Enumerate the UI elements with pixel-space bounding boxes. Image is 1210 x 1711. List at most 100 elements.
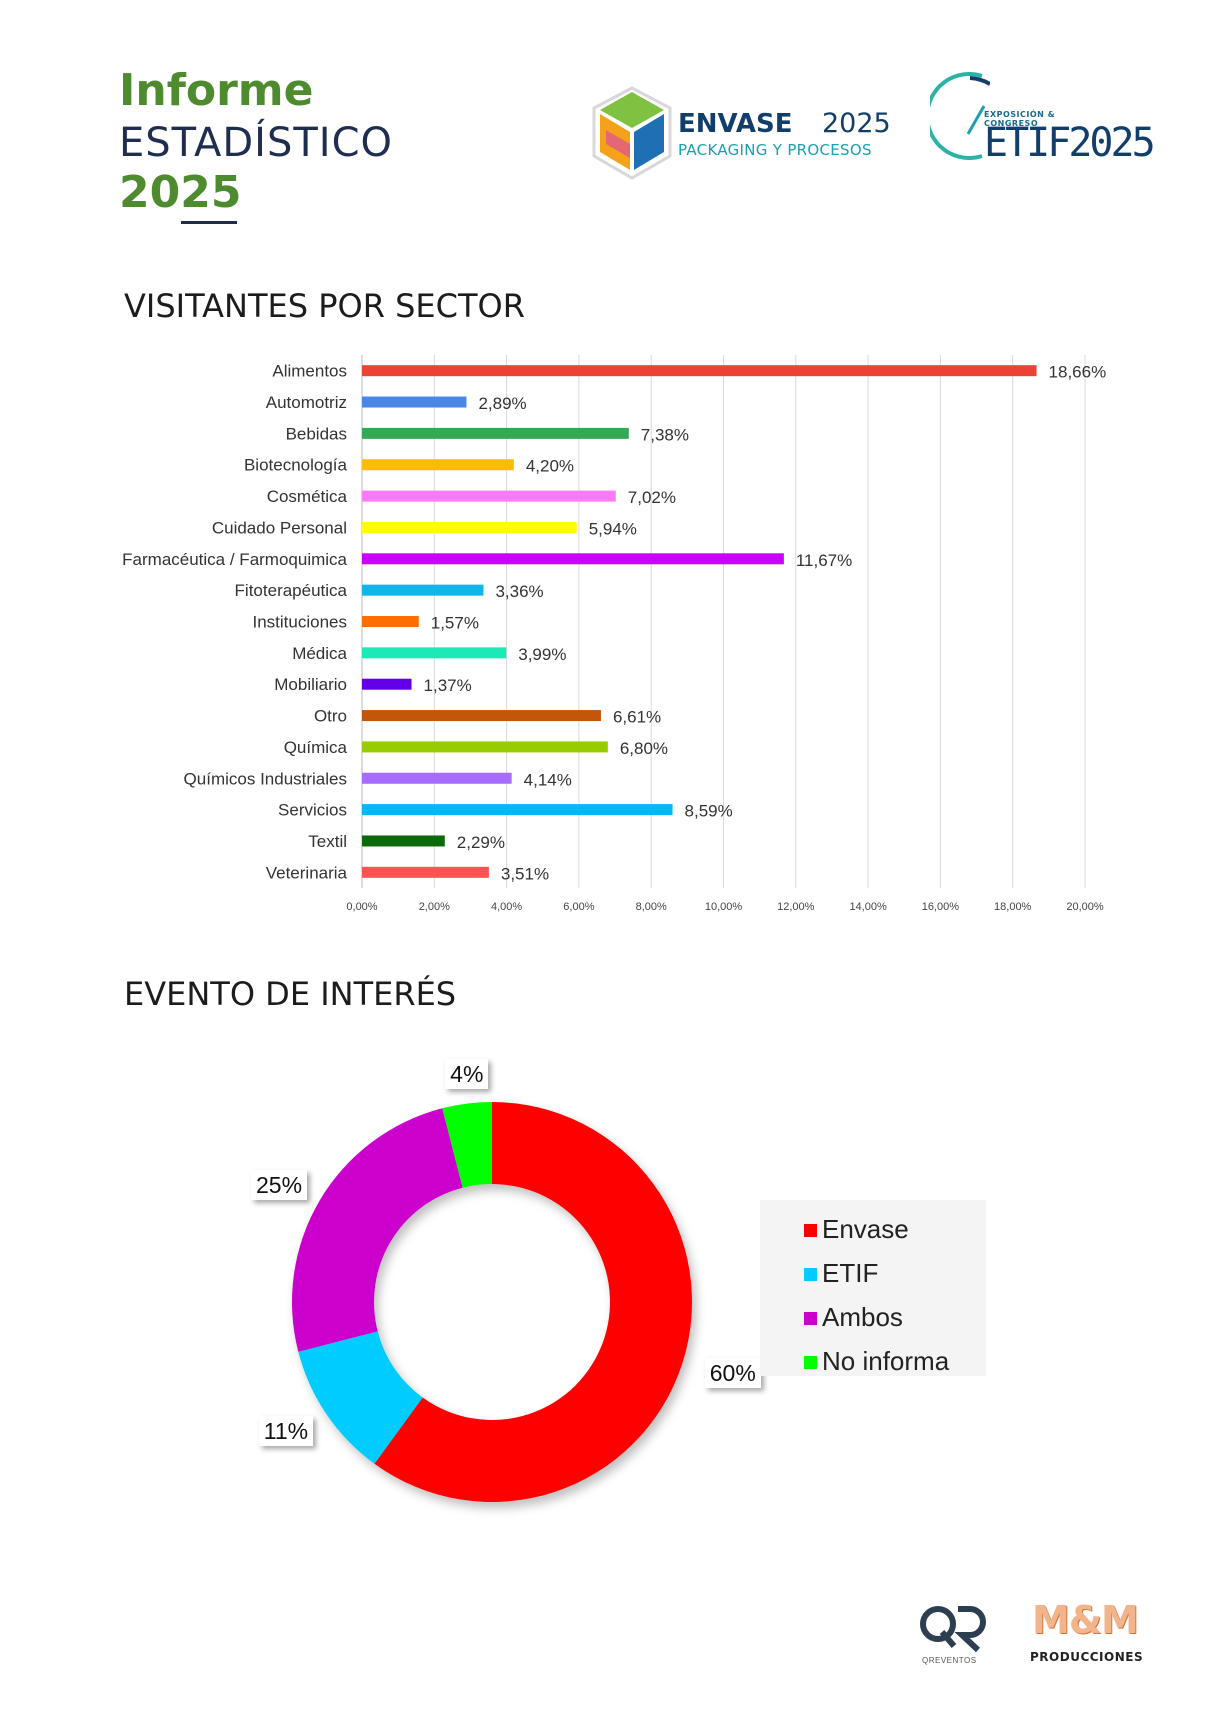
- category-label: Veterinaria: [266, 863, 348, 882]
- category-label: Biotecnología: [244, 456, 348, 475]
- sector-bar-chart: Alimentos Automotriz Bebidas Biotecnología C…: [122, 355, 1107, 913]
- value-label: 4,14%: [524, 770, 572, 789]
- value-label: 3,99%: [518, 645, 566, 664]
- bar: [362, 521, 577, 533]
- category-label: Servicios: [278, 801, 347, 820]
- qr-logo-icon: [920, 1606, 986, 1653]
- qreventos-logo: QREVENTOS: [918, 1600, 992, 1670]
- value-label: 4,20%: [526, 457, 574, 476]
- envase-subtitle: PACKAGING Y PROCESOS: [678, 141, 872, 159]
- value-label: 3,36%: [495, 582, 543, 601]
- value-label: 6,61%: [613, 708, 661, 727]
- value-label: 8,59%: [685, 802, 733, 821]
- envase-logo: ENVASE 2025 PACKAGING Y PROCESOS: [590, 84, 910, 184]
- report-title-line1: Informe: [119, 65, 314, 116]
- category-label: Médica: [292, 644, 347, 663]
- etif-word: ETIF2025: [984, 120, 1156, 166]
- donut-percent-label: 4%: [445, 1058, 489, 1089]
- value-label: 5,94%: [589, 519, 637, 538]
- category-label: Químicos Industriales: [184, 769, 347, 788]
- value-label: 2,89%: [478, 394, 526, 413]
- category-label: Cosmética: [267, 487, 348, 506]
- envase-cube-icon: [592, 86, 672, 180]
- envase-word: ENVASE: [678, 109, 793, 139]
- legend-label: Ambos: [822, 1302, 903, 1332]
- sector-section-title: VISITANTES POR SECTOR: [124, 287, 525, 325]
- event-section-title: EVENTO DE INTERÉS: [124, 975, 457, 1013]
- value-label: 3,51%: [501, 864, 549, 883]
- value-label: 2,29%: [457, 833, 505, 852]
- bar: [362, 427, 629, 439]
- legend-swatch: [804, 1268, 817, 1281]
- bar-chart-categories: Alimentos Automotriz Bebidas Biotecnología C…: [122, 362, 347, 883]
- donut-percent-label: 25%: [251, 1169, 308, 1200]
- category-label: Automotriz: [266, 393, 347, 412]
- legend-label: No informa: [822, 1346, 950, 1376]
- bar-chart-value-labels: 18,66% 2,89% 7,38% 4,20% 7,02% 5,94% 11,67% 3,3…: [424, 363, 1107, 884]
- category-label: Textil: [308, 832, 347, 851]
- category-label: Otro: [314, 707, 347, 726]
- bar: [362, 804, 673, 816]
- bar: [362, 647, 507, 659]
- value-label: 7,02%: [628, 488, 676, 507]
- value-label: 11,67%: [796, 551, 852, 570]
- bar: [362, 772, 512, 784]
- category-label: Cuidado Personal: [212, 518, 347, 537]
- bar: [362, 710, 601, 722]
- value-label: 1,37%: [424, 676, 472, 695]
- x-tick-label: 20,00%: [1066, 901, 1104, 913]
- mm-word: M&M: [1032, 1598, 1139, 1642]
- bar: [362, 396, 467, 408]
- category-label: Mobiliario: [274, 675, 347, 694]
- qreventos-caption: QREVENTOS: [922, 1656, 977, 1665]
- legend-label: ETIF: [822, 1258, 879, 1288]
- x-tick-label: 2,00%: [419, 901, 450, 913]
- title-underline: [181, 221, 237, 224]
- bar: [362, 365, 1037, 377]
- donut-slices: [291, 1102, 693, 1502]
- bar-chart-x-ticks: 0,00% 2,00% 4,00% 6,00% 8,00% 10,00% 12,00% 14,…: [346, 901, 1103, 913]
- donut-percent-label: 11%: [258, 1416, 314, 1447]
- x-tick-label: 8,00%: [636, 901, 667, 913]
- etif-subtitle: EXPOSICIÓN & CONGRESO: [984, 110, 1056, 128]
- category-label: Bebidas: [286, 424, 347, 443]
- etif-arc-icon: [930, 72, 990, 160]
- legend-swatch: [804, 1356, 817, 1369]
- x-tick-label: 0,00%: [346, 901, 377, 913]
- donut-legend: Envase ETIF Ambos No informa: [760, 1200, 986, 1376]
- x-tick-label: 10,00%: [705, 901, 743, 913]
- etif-logo: EXPOSICIÓN & CONGRESO ETIF2025: [930, 68, 1156, 168]
- report-title-line2: ESTADÍSTICO: [119, 120, 393, 166]
- bar: [362, 678, 412, 690]
- value-label: 1,57%: [431, 614, 479, 633]
- bar: [362, 584, 484, 596]
- donut-percent-label: 60%: [704, 1358, 761, 1389]
- x-tick-label: 16,00%: [922, 901, 960, 913]
- bar-chart-grid: [361, 355, 1086, 888]
- bar: [362, 459, 514, 471]
- bar: [362, 490, 616, 502]
- bar: [362, 866, 489, 878]
- category-label: Farmacéutica / Farmoquimica: [122, 550, 347, 569]
- bar: [362, 553, 784, 565]
- report-title-year: 2025: [119, 167, 242, 218]
- legend-label: Envase: [822, 1214, 909, 1244]
- value-label: 7,38%: [641, 425, 689, 444]
- x-tick-label: 4,00%: [491, 901, 522, 913]
- x-tick-label: 18,00%: [994, 901, 1032, 913]
- mm-producciones-logo: M&M PRODUCCIONES: [1026, 1598, 1146, 1674]
- category-label: Instituciones: [253, 613, 348, 632]
- category-label: Química: [284, 738, 348, 757]
- envase-year: 2025: [822, 108, 891, 139]
- bar: [362, 616, 419, 627]
- report-title: Informe ESTADÍSTICO 2025: [119, 64, 393, 224]
- donut-slice: [298, 1331, 423, 1464]
- x-tick-label: 12,00%: [777, 901, 815, 913]
- category-label: Alimentos: [272, 362, 347, 381]
- x-tick-label: 14,00%: [849, 901, 887, 913]
- legend-swatch: [804, 1224, 817, 1237]
- legend-swatch: [804, 1312, 817, 1325]
- donut-slice: [374, 1102, 693, 1502]
- donut-slice: [442, 1102, 492, 1188]
- category-label: Fitoterapéutica: [235, 581, 348, 600]
